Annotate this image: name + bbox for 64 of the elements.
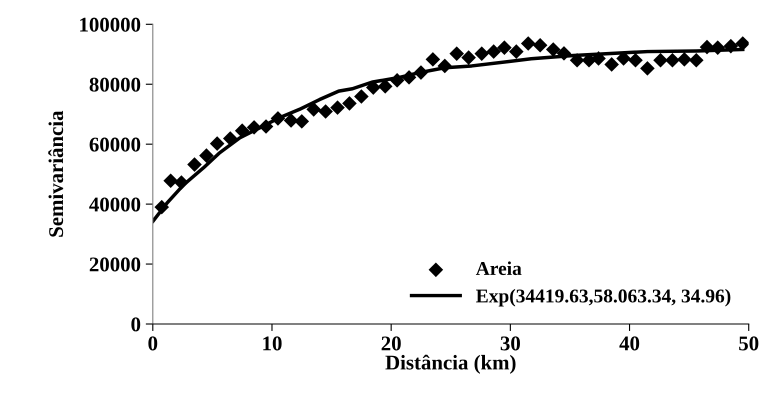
point (234, 123, 250, 138)
point (665, 52, 680, 68)
point (284, 113, 298, 128)
point (390, 73, 404, 88)
x-tick-label: 0 (148, 336, 158, 350)
point (520, 36, 536, 51)
point (330, 100, 345, 115)
point (414, 65, 428, 80)
point (604, 57, 619, 72)
point (258, 119, 274, 134)
point (199, 148, 214, 163)
y-tick-label: 40000 (89, 197, 140, 212)
point (378, 79, 392, 94)
point (366, 80, 381, 95)
point (474, 46, 490, 61)
y-tick-label: 20000 (90, 257, 140, 272)
x-tick-label: 10 (263, 336, 282, 350)
point (342, 96, 357, 111)
point (556, 46, 572, 61)
point (497, 40, 512, 55)
legend-label: Exp(34419.63,58.063.34, 34.96) (476, 288, 730, 306)
point (640, 61, 655, 76)
x-tick-label: 50 (739, 336, 758, 350)
point (591, 51, 606, 66)
point (270, 111, 286, 126)
point (677, 52, 692, 67)
point (174, 175, 189, 190)
point (222, 131, 238, 146)
point (318, 104, 333, 119)
point (354, 89, 369, 104)
point (653, 52, 668, 68)
x-tick-label: 20 (382, 336, 401, 350)
x-tick-label: 40 (619, 336, 640, 350)
point (449, 46, 464, 61)
point (154, 200, 170, 214)
point (532, 38, 548, 53)
point (426, 52, 440, 67)
point (700, 40, 714, 54)
y-tick-label: 100000 (80, 18, 140, 32)
point (306, 102, 321, 117)
y-tick-label: 0 (131, 317, 140, 332)
point (163, 173, 178, 188)
point (187, 157, 202, 172)
y-tick-label: 60000 (90, 138, 140, 152)
point (210, 136, 224, 151)
point (688, 52, 704, 68)
point (294, 114, 310, 129)
point (509, 44, 524, 59)
point (402, 70, 416, 85)
point (438, 58, 452, 74)
point (246, 120, 262, 135)
point (546, 42, 561, 57)
y-axis-title: Semivariância (48, 110, 64, 237)
point (628, 52, 643, 68)
legend-label: Areia (476, 261, 522, 276)
x-axis-title: Distância (km) (385, 354, 516, 374)
point (486, 44, 501, 59)
point (616, 51, 631, 66)
y-tick-label: 80000 (90, 78, 140, 92)
point (461, 50, 476, 65)
x-tick-label: 30 (500, 336, 520, 350)
point (724, 38, 738, 54)
point (735, 36, 749, 51)
point (570, 52, 584, 68)
